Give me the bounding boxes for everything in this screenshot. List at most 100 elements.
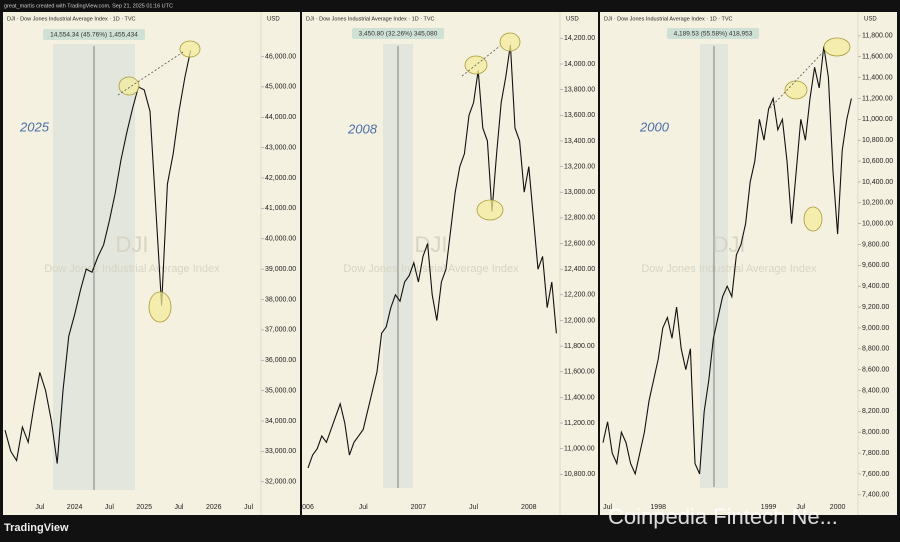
- y-tick-label: 7,600.00: [862, 471, 889, 478]
- x-tick-label: Jul: [105, 504, 114, 511]
- y-tick-label: 14,000.00: [564, 61, 595, 68]
- y-tick-label: 43,000.00: [265, 144, 296, 151]
- trend-line: [117, 51, 184, 96]
- chart-title: DJI · Dow Jones Industrial Average Index…: [604, 16, 733, 22]
- y-tick-label: 11,200.00: [564, 420, 595, 427]
- x-tick-label: 2000: [830, 504, 846, 511]
- x-tick-label: 006: [302, 504, 314, 511]
- currency: USD: [267, 17, 280, 23]
- highlight: [476, 199, 504, 221]
- x-tick-label: 1998: [650, 504, 666, 511]
- y-tick-label: 39,000.00: [265, 266, 296, 273]
- y-tick-label: 44,000.00: [265, 114, 296, 121]
- watermark-name: Dow Jones Industrial Average Index: [343, 263, 519, 275]
- trend-line: [461, 45, 501, 77]
- measure-label: 3,450.80 (32.26%) 345,080: [359, 31, 438, 38]
- y-tick-label: 32,000.00: [265, 479, 296, 486]
- period-label: 2000: [639, 119, 670, 134]
- highlight: [803, 206, 823, 232]
- period-label: 2008: [347, 121, 378, 136]
- x-tick-label: Jul: [175, 504, 184, 511]
- y-tick-label: 11,800.00: [564, 343, 595, 350]
- credit: great_martis created with TradingView.co…: [4, 3, 173, 9]
- currency: USD: [566, 17, 579, 23]
- y-tick-label: 7,400.00: [862, 492, 889, 499]
- panel: [302, 12, 598, 515]
- y-tick-label: 12,400.00: [564, 266, 595, 273]
- highlight: [823, 37, 851, 57]
- y-tick-label: 13,600.00: [564, 112, 595, 119]
- y-tick-label: 10,600.00: [862, 158, 893, 165]
- y-tick-label: 11,000.00: [862, 116, 893, 123]
- chart-title: DJI · Dow Jones Industrial Average Index…: [7, 16, 136, 22]
- y-tick-label: 13,000.00: [564, 189, 595, 196]
- trend-lines: [117, 45, 826, 109]
- y-tick-label: 35,000.00: [265, 387, 296, 394]
- y-tick-label: 34,000.00: [265, 418, 296, 425]
- currency: USD: [864, 17, 877, 23]
- watermark-symbol: DJI: [415, 232, 448, 257]
- highlight: [148, 291, 172, 323]
- y-tick-label: 11,600.00: [862, 54, 893, 61]
- x-tick-label: Jul: [359, 504, 368, 511]
- y-tick-label: 10,200.00: [862, 200, 893, 207]
- watermark-symbol: DJI: [713, 232, 746, 257]
- y-tick-label: 9,400.00: [862, 283, 889, 290]
- x-tick-label: 1999: [761, 504, 777, 511]
- y-tick-label: 45,000.00: [265, 84, 296, 91]
- y-tick-label: 9,800.00: [862, 241, 889, 248]
- y-tick-label: 9,200.00: [862, 304, 889, 311]
- watermark: Coinpedia Fintech Ne...: [608, 504, 838, 529]
- y-tick-label: 36,000.00: [265, 357, 296, 364]
- y-tick-label: 7,800.00: [862, 450, 889, 457]
- x-tick-label: 2025: [136, 504, 152, 511]
- x-tick-label: 2026: [206, 504, 222, 511]
- measure-box: [43, 29, 145, 40]
- measure-label: 14,554.34 (45.76%) 1,455,434: [50, 32, 138, 39]
- y-tick-label: 33,000.00: [265, 448, 296, 455]
- y-tick-label: 12,800.00: [564, 215, 595, 222]
- panel: [600, 12, 897, 515]
- x-tick-label: 2007: [411, 504, 427, 511]
- y-tick-label: 10,400.00: [862, 179, 893, 186]
- y-tick-label: 42,000.00: [265, 175, 296, 182]
- y-tick-label: 41,000.00: [265, 205, 296, 212]
- y-tick-label: 11,200.00: [862, 95, 893, 102]
- y-tick-label: 12,000.00: [564, 317, 595, 324]
- measure-box: [667, 28, 759, 39]
- measure-label: 4,189.53 (55.58%) 418,953: [674, 31, 753, 38]
- highlight: [179, 40, 201, 58]
- y-tick-label: 8,600.00: [862, 366, 889, 373]
- watermark-name: Dow Jones Industrial Average Index: [44, 263, 220, 275]
- price-line: [4, 50, 192, 464]
- y-tick-label: 12,200.00: [564, 292, 595, 299]
- y-tick-label: 38,000.00: [265, 296, 296, 303]
- y-tick-label: 8,200.00: [862, 408, 889, 415]
- x-tick-label: 2008: [521, 504, 537, 511]
- y-tick-label: 9,600.00: [862, 262, 889, 269]
- x-tick-label: 2024: [67, 504, 83, 511]
- trend-line: [769, 49, 826, 109]
- y-tick-label: 13,800.00: [564, 87, 595, 94]
- y-tick-label: 11,800.00: [862, 33, 893, 40]
- period-label: 2025: [19, 119, 50, 134]
- y-tick-label: 13,400.00: [564, 138, 595, 145]
- y-tick-label: 12,600.00: [564, 240, 595, 247]
- plots: DJI Dow Jones Industrial Average Index DJI…: [4, 12, 893, 515]
- watermark-name: Dow Jones Industrial Average Index: [641, 263, 817, 275]
- y-tick-label: 10,800.00: [564, 471, 595, 478]
- x-tick-label: Jul: [469, 504, 478, 511]
- x-tick-label: Jul: [35, 504, 44, 511]
- x-tick-label: Jul: [244, 504, 253, 511]
- price-line: [602, 46, 852, 476]
- y-tick-label: 10,800.00: [862, 137, 893, 144]
- x-tick-label: Jul: [603, 504, 612, 511]
- brand: TradingView: [4, 522, 69, 534]
- y-tick-label: 11,400.00: [862, 74, 893, 81]
- x-tick-label: Jul: [796, 504, 805, 511]
- chart-title: DJI · Dow Jones Industrial Average Index…: [306, 16, 435, 22]
- watermark-symbol: DJI: [116, 232, 149, 257]
- y-tick-label: 8,400.00: [862, 387, 889, 394]
- y-tick-label: 11,400.00: [564, 394, 595, 401]
